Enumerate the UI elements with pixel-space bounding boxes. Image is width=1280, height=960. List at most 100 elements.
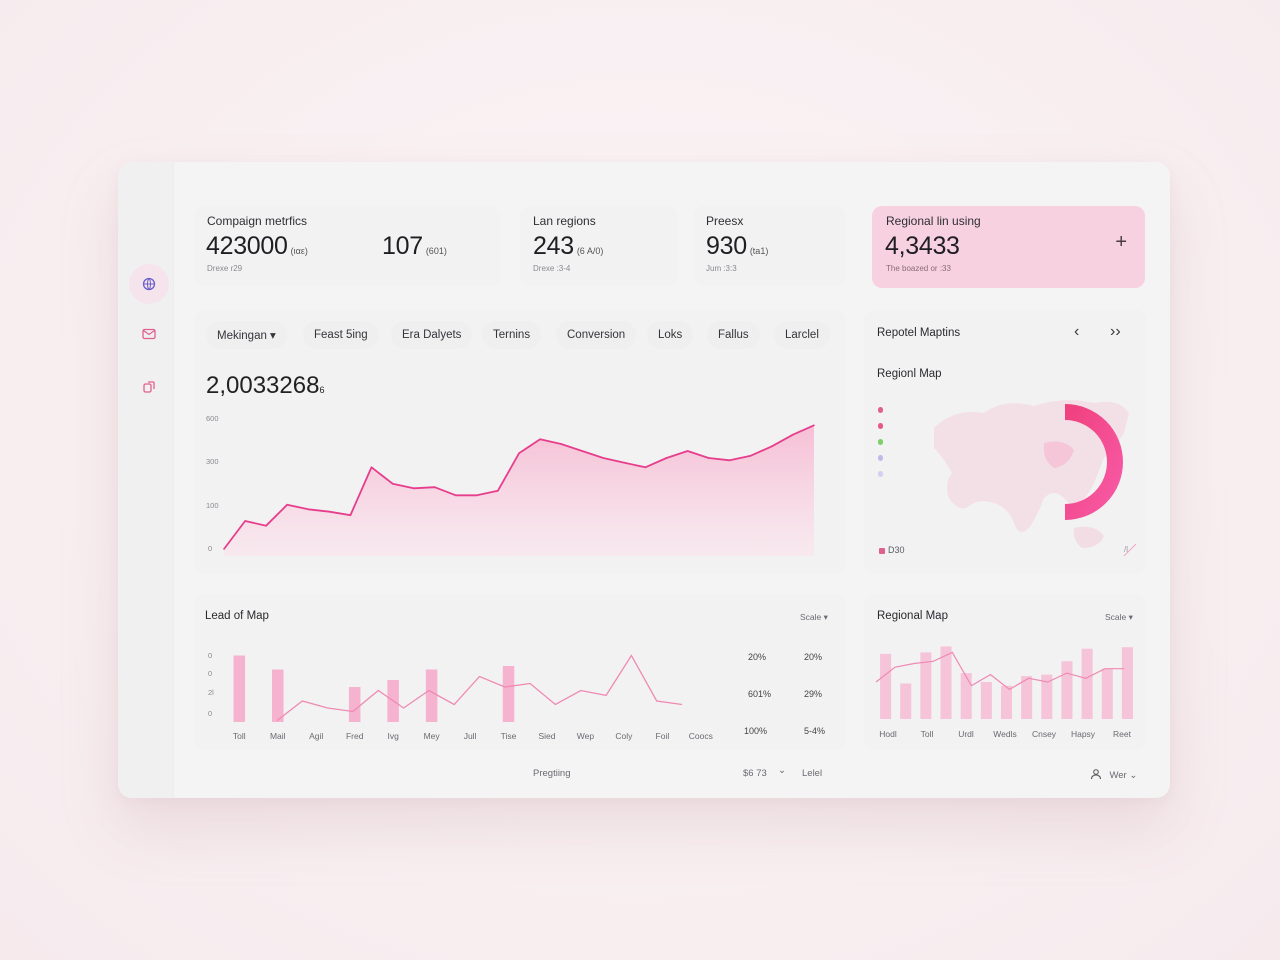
tab-era-dalyets[interactable]: Era Dalyets bbox=[391, 321, 473, 349]
tab-larclel[interactable]: Larclel bbox=[774, 321, 830, 349]
x-tick: Jull bbox=[464, 731, 477, 741]
prev-arrow-icon[interactable]: ‹ bbox=[1074, 323, 1080, 340]
bar bbox=[980, 682, 992, 719]
share-icon bbox=[143, 381, 155, 393]
kpi-label: Compaign metrfics bbox=[207, 214, 308, 228]
x-tick: Fred bbox=[346, 731, 364, 741]
data-point bbox=[370, 466, 373, 469]
data-point bbox=[771, 445, 773, 448]
x-tick: Cnsey bbox=[1032, 729, 1057, 739]
kpi-card-regional-highlight: Regional lin using 4,3433 The boazed or … bbox=[872, 206, 1145, 288]
data-point bbox=[328, 510, 331, 513]
add-button[interactable]: + bbox=[1115, 231, 1127, 253]
map-mark bbox=[1123, 543, 1137, 557]
footer-status: Pregtiing bbox=[533, 768, 571, 779]
bar bbox=[1121, 647, 1133, 719]
kpi-label: Lan regions bbox=[533, 214, 596, 228]
data-point bbox=[349, 514, 352, 516]
kpi-value-number: 423000 bbox=[206, 232, 288, 260]
tab-conversion[interactable]: Conversion bbox=[556, 321, 637, 349]
x-tick: Hapsy bbox=[1071, 729, 1096, 739]
kpi-value-number: 243 bbox=[533, 232, 574, 260]
scale-dropdown[interactable]: Scale ▾ bbox=[800, 612, 828, 622]
bar bbox=[502, 666, 515, 722]
scale-dropdown[interactable]: Scale ▾ bbox=[1105, 612, 1133, 622]
data-point bbox=[707, 457, 710, 459]
x-tick: Agil bbox=[309, 731, 323, 741]
user-menu-label: Wer ⌄ bbox=[1109, 770, 1138, 781]
kpi-suffix: (ta1) bbox=[749, 246, 769, 256]
mail-icon bbox=[142, 328, 156, 340]
x-tick: Reet bbox=[1113, 729, 1132, 739]
kpi-sub: Drexe :3-4 bbox=[533, 264, 571, 273]
x-tick: Coocs bbox=[689, 731, 713, 741]
corner-label: /l bbox=[1124, 545, 1128, 554]
sidebar-item-dashboard[interactable] bbox=[129, 264, 169, 304]
kpi-value-number: 930 bbox=[706, 232, 747, 260]
map-subtitle: Regionl Map bbox=[877, 368, 942, 380]
tab-feast[interactable]: Feast 5ing bbox=[303, 321, 379, 349]
regional-map-panel: Repotel Maptins ‹ ›› Regionl Map D30 /l bbox=[864, 310, 1146, 574]
tab-marketing[interactable]: Mekingan ▾ bbox=[206, 321, 287, 349]
legend-dot bbox=[878, 455, 883, 461]
kpi-card-campaign: Compaign metrfics 423000 (ιαε) Drexe r29 … bbox=[194, 206, 500, 286]
panel-title: Repotel Maptins bbox=[877, 327, 961, 339]
kpi-value: 4,3433 bbox=[885, 232, 960, 260]
area-fill bbox=[224, 425, 814, 556]
bar bbox=[1101, 668, 1113, 719]
kpi-sub: The boazed or :33 bbox=[886, 264, 951, 273]
pct-value: 29% bbox=[804, 689, 823, 699]
y-tick: 0 bbox=[208, 669, 212, 678]
kpi-suffix: (6 A/0) bbox=[576, 246, 604, 256]
pct-value: 20% bbox=[748, 652, 767, 662]
data-point bbox=[265, 524, 267, 527]
lead-bar-line-chart: 0 0 2l 0 Toll Mail Agil Fred Ivg Mey Jull Tise S… bbox=[208, 651, 713, 741]
pct-value: 100% bbox=[744, 726, 768, 736]
panel-title: Regional Map bbox=[877, 610, 948, 622]
pct-value: 5-4% bbox=[804, 726, 826, 736]
y-tick: 300 bbox=[206, 457, 219, 466]
user-menu[interactable]: Wer ⌄ bbox=[1090, 765, 1137, 783]
bar bbox=[425, 669, 438, 722]
x-tick: Foil bbox=[656, 731, 670, 741]
data-point bbox=[581, 450, 584, 452]
next-arrow-icon[interactable]: ›› bbox=[1110, 323, 1121, 340]
kpi-sub: Drexe r29 bbox=[207, 264, 243, 273]
legend-dot bbox=[878, 439, 883, 445]
bar bbox=[272, 669, 284, 722]
regional-bar-line-chart: Hodl Toll Urdl Wedls Cnsey Hapsy Reet bbox=[875, 646, 1133, 739]
kpi-value-number: 107 bbox=[382, 232, 423, 260]
donut-gauge bbox=[1064, 404, 1123, 520]
chevron-down-icon[interactable]: ⌄ bbox=[778, 765, 786, 776]
data-point bbox=[286, 503, 289, 506]
tab-fallus[interactable]: Fallus bbox=[707, 321, 760, 349]
tab-ternins[interactable]: Ternins bbox=[482, 321, 542, 349]
footer-label: Lelel bbox=[802, 768, 823, 779]
x-tick: Ivg bbox=[387, 731, 399, 741]
dashboard-window: Compaign metrfics 423000 (ιαε) Drexe r29 … bbox=[118, 162, 1170, 798]
user-icon bbox=[1091, 768, 1101, 779]
bar bbox=[1061, 661, 1073, 719]
data-point bbox=[686, 450, 689, 452]
data-point bbox=[412, 487, 415, 490]
bar bbox=[348, 687, 361, 722]
bar bbox=[1081, 648, 1093, 719]
data-point bbox=[497, 489, 499, 492]
bar bbox=[920, 652, 932, 719]
bar bbox=[960, 673, 972, 719]
region-highlight bbox=[1043, 441, 1074, 468]
sidebar-item-share[interactable] bbox=[129, 367, 169, 407]
sidebar-item-mail[interactable] bbox=[129, 314, 169, 354]
lead-map-panel: Lead of Map Scale ▾ 20% 601% 100% 20% 29… bbox=[194, 594, 846, 750]
tab-loks[interactable]: Loks bbox=[647, 321, 694, 349]
data-point bbox=[623, 461, 626, 464]
data-point bbox=[223, 548, 225, 550]
legend-dot bbox=[878, 423, 883, 429]
x-tick: Mey bbox=[424, 731, 441, 741]
pct-value: 20% bbox=[804, 652, 823, 662]
sidebar bbox=[118, 162, 174, 798]
data-point bbox=[728, 459, 731, 462]
data-point bbox=[476, 494, 478, 497]
headline-number: 2,0033268 bbox=[206, 372, 320, 399]
kpi-value: 930 (ta1) bbox=[706, 232, 768, 261]
